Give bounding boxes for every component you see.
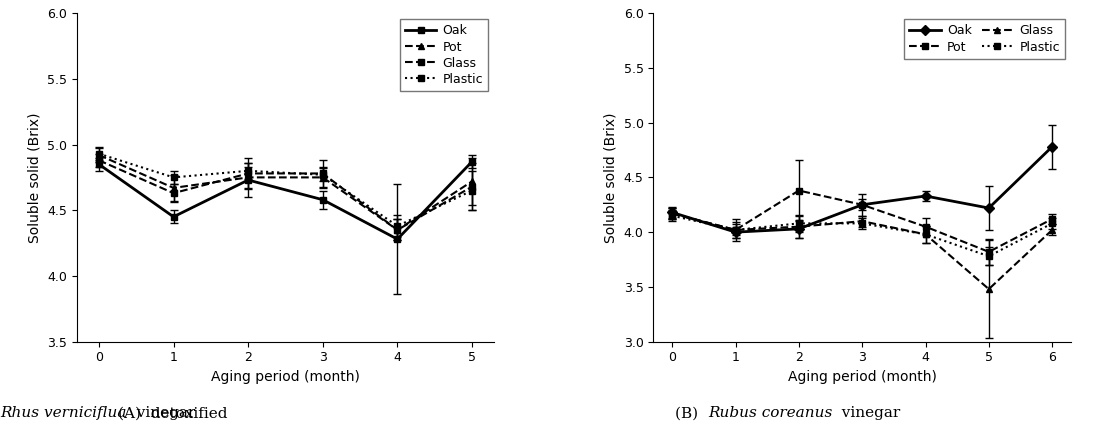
Text: Rhus verniciflua: Rhus verniciflua	[0, 406, 127, 420]
Text: (A)  detoxified: (A) detoxified	[118, 406, 237, 420]
Text: Rubus coreanus: Rubus coreanus	[708, 406, 833, 420]
Text: (B): (B)	[675, 406, 708, 420]
X-axis label: Aging period (month): Aging period (month)	[211, 370, 360, 384]
Legend: Oak, Pot, Glass, Plastic: Oak, Pot, Glass, Plastic	[400, 19, 489, 91]
Y-axis label: Soluble solid (Brix): Soluble solid (Brix)	[27, 112, 42, 243]
Text: vinegar: vinegar	[127, 406, 195, 420]
Y-axis label: Soluble solid (Brix): Soluble solid (Brix)	[604, 112, 618, 243]
Text: vinegar: vinegar	[833, 406, 901, 420]
X-axis label: Aging period (month): Aging period (month)	[788, 370, 937, 384]
Legend: Oak, Pot, Glass, Plastic: Oak, Pot, Glass, Plastic	[904, 19, 1065, 59]
